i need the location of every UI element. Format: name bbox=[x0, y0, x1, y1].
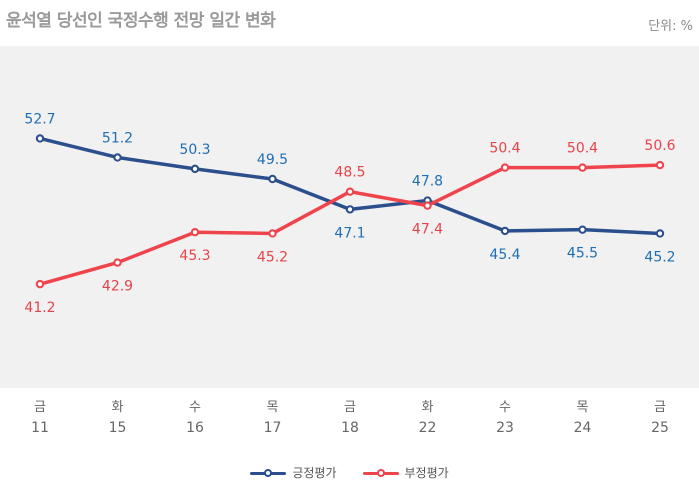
data-point-center-positive bbox=[347, 207, 353, 212]
data-label-positive: 51.2 bbox=[102, 130, 133, 146]
x-tick-date: 22 bbox=[419, 420, 437, 436]
data-point-center-positive bbox=[270, 176, 275, 182]
x-tick-day: 화 bbox=[112, 400, 124, 415]
data-point-center-negative bbox=[270, 231, 275, 236]
data-label-positive: 45.2 bbox=[644, 249, 675, 265]
data-point-center-positive bbox=[37, 136, 43, 141]
data-label-negative: 50.4 bbox=[489, 141, 520, 157]
x-tick-day: 화 bbox=[422, 400, 434, 415]
x-tick-day: 목 bbox=[267, 400, 279, 415]
data-label-positive: 49.5 bbox=[257, 152, 288, 168]
x-tick-day: 수 bbox=[499, 400, 511, 415]
x-tick-date: 25 bbox=[651, 420, 669, 436]
data-point-center-negative bbox=[347, 189, 353, 194]
data-label-negative: 48.5 bbox=[334, 165, 365, 181]
x-tick-day: 목 bbox=[577, 400, 589, 415]
data-point-center-positive bbox=[657, 231, 663, 236]
x-tick-day: 금 bbox=[654, 400, 666, 415]
legend-swatch-positive bbox=[250, 468, 287, 478]
x-tick-day: 금 bbox=[344, 400, 356, 415]
data-point-center-negative bbox=[192, 230, 198, 235]
chart-title: 윤석열 당선인 국정수행 전망 일간 변화 bbox=[6, 11, 276, 31]
data-point-center-negative bbox=[425, 203, 430, 208]
data-label-negative: 50.4 bbox=[567, 141, 598, 157]
data-label-negative: 45.2 bbox=[257, 249, 288, 265]
legend-swatch-negative bbox=[362, 468, 399, 478]
data-point-center-positive bbox=[580, 227, 585, 232]
data-label-negative: 41.2 bbox=[24, 300, 55, 316]
data-label-positive: 50.3 bbox=[179, 142, 210, 158]
data-label-positive: 52.7 bbox=[24, 111, 55, 127]
legend-item-negative: 부정평가 bbox=[362, 464, 449, 481]
legend-label-positive: 긍정평가 bbox=[292, 466, 337, 480]
x-tick-date: 16 bbox=[186, 420, 204, 436]
data-label-positive: 47.8 bbox=[412, 174, 443, 190]
data-label-negative: 45.3 bbox=[179, 248, 210, 264]
x-tick-date: 17 bbox=[264, 420, 282, 436]
data-point-center-positive bbox=[192, 166, 198, 171]
data-label-negative: 50.6 bbox=[644, 138, 675, 154]
x-tick-date: 18 bbox=[341, 420, 359, 436]
data-label-positive: 45.5 bbox=[567, 246, 598, 262]
data-label-positive: 47.1 bbox=[334, 225, 365, 241]
data-label-negative: 42.9 bbox=[102, 279, 133, 295]
data-point-center-negative bbox=[657, 162, 663, 168]
x-tick-date: 23 bbox=[496, 420, 514, 436]
data-label-positive: 45.4 bbox=[489, 247, 520, 263]
unit-label: 단위: % bbox=[648, 19, 693, 34]
x-tick-day: 금 bbox=[34, 400, 46, 415]
legend-item-positive: 긍정평가 bbox=[250, 464, 337, 481]
data-point-center-negative bbox=[502, 165, 508, 170]
data-point-center-positive bbox=[502, 228, 508, 234]
x-tick-date: 24 bbox=[574, 420, 592, 436]
plot-area bbox=[0, 46, 699, 388]
data-label-negative: 47.4 bbox=[412, 222, 443, 238]
data-point-center-positive bbox=[115, 155, 120, 160]
chart-legend: 긍정평가 부정평가 bbox=[0, 464, 699, 481]
data-point-center-negative bbox=[115, 260, 120, 265]
x-tick-date: 11 bbox=[31, 420, 49, 436]
legend-label-negative: 부정평가 bbox=[404, 466, 449, 480]
x-tick-day: 수 bbox=[189, 400, 201, 415]
data-point-center-negative bbox=[580, 165, 585, 170]
data-point-center-negative bbox=[37, 282, 43, 287]
x-tick-date: 15 bbox=[109, 420, 127, 436]
